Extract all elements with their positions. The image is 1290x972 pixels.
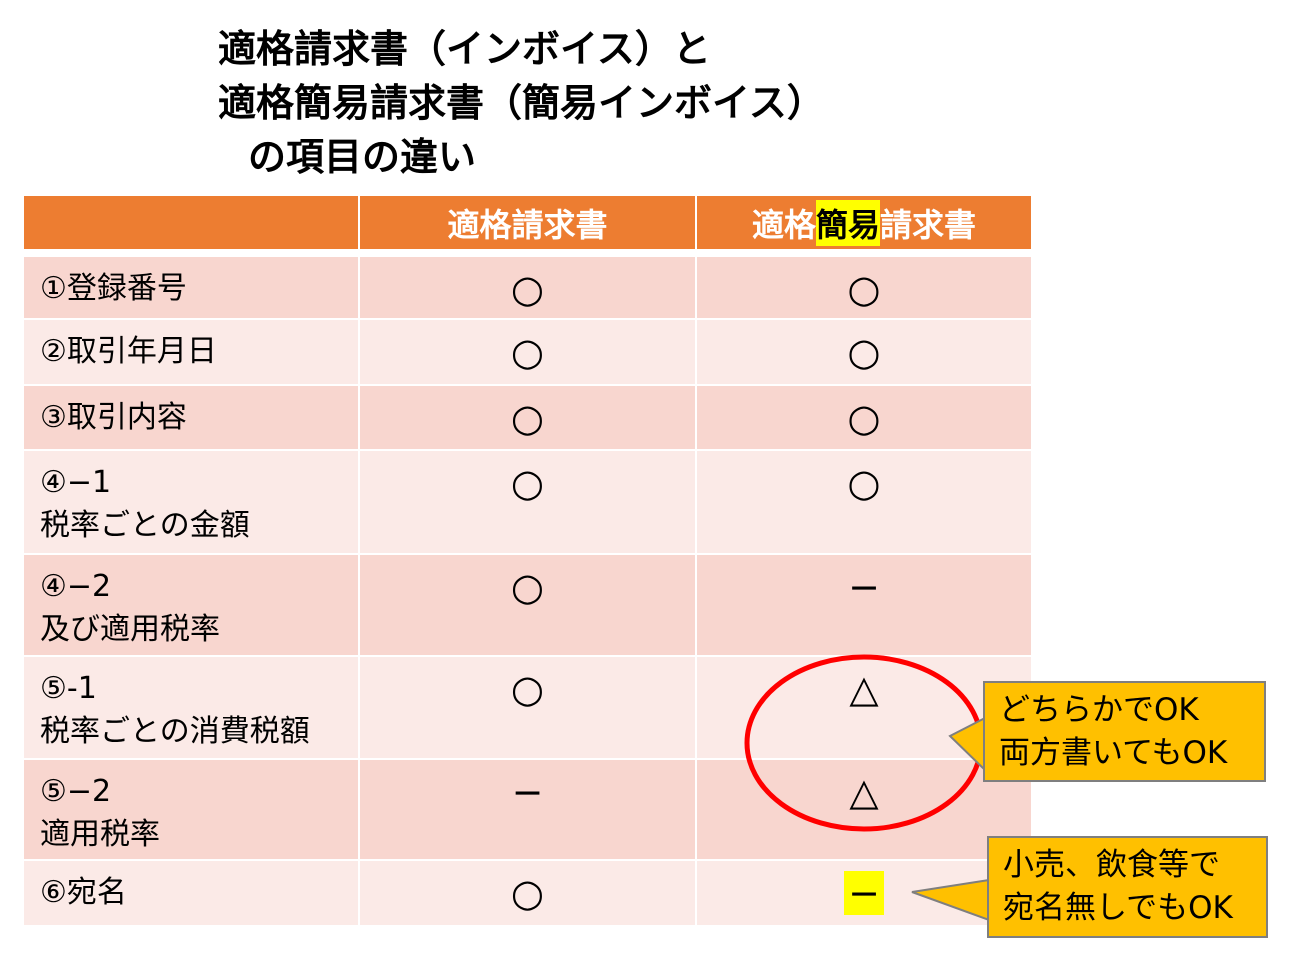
header-empty bbox=[24, 196, 358, 249]
header-qualified: 適格請求書 bbox=[360, 196, 695, 249]
qualified-mark-symbol: ○ bbox=[510, 871, 545, 915]
title-line-2: 適格簡易請求書（簡易インボイス） bbox=[218, 81, 825, 125]
row-label: ⑥宛名 bbox=[24, 861, 358, 925]
simplified-mark-symbol: − bbox=[848, 565, 880, 609]
simplified-mark-symbol: ○ bbox=[847, 267, 881, 311]
row-label-line-1: ④−1 bbox=[40, 465, 112, 500]
qualified-mark-symbol: ○ bbox=[510, 667, 545, 711]
row-label: ⑤−2 適用税率 bbox=[24, 760, 358, 859]
qualified-mark: ○ bbox=[360, 386, 695, 449]
callout-2-line-2: 宛名無しでもOK bbox=[1003, 890, 1233, 926]
qualified-mark-symbol: ○ bbox=[510, 330, 545, 374]
qualified-mark-symbol: ○ bbox=[510, 396, 545, 440]
callout-no-addressee: 小売、飲食等で 宛名無しでもOK bbox=[987, 836, 1268, 938]
simplified-mark-symbol: △ bbox=[849, 770, 879, 814]
row-label-line-1: ⑤−2 bbox=[40, 774, 112, 809]
callout-2-pointer bbox=[911, 878, 990, 922]
row-label-line-1: ②取引年月日 bbox=[40, 334, 217, 369]
qualified-mark-symbol: − bbox=[511, 770, 544, 814]
header-qualified-label: 適格請求書 bbox=[447, 205, 608, 244]
simplified-mark: ○ bbox=[697, 320, 1031, 384]
simplified-mark-symbol: △ bbox=[849, 667, 879, 711]
row-label: ⑤-1 税率ごとの消費税額 bbox=[24, 657, 358, 758]
row-label-line-1: ③取引内容 bbox=[40, 400, 187, 435]
qualified-mark-symbol: ○ bbox=[510, 461, 545, 505]
header-simplified: 適格 簡易 請求書 bbox=[697, 196, 1031, 249]
row-label: ④−2 及び適用税率 bbox=[24, 555, 358, 655]
callout-1-line-1: どちらかでOK bbox=[999, 692, 1199, 728]
simplified-mark-symbol: ○ bbox=[847, 396, 881, 440]
title-line-3: の項目の違い bbox=[248, 135, 477, 179]
simplified-mark: △ bbox=[697, 760, 1031, 859]
row-label: ③取引内容 bbox=[24, 386, 358, 449]
row-label-line-1: ⑥宛名 bbox=[40, 875, 127, 910]
callout-either-ok: どちらかでOK 両方書いてもOK bbox=[983, 681, 1266, 782]
qualified-mark: ○ bbox=[360, 657, 695, 758]
qualified-mark: − bbox=[360, 760, 695, 859]
row-label: ④−1 税率ごとの金額 bbox=[24, 451, 358, 553]
simplified-mark: ○ bbox=[697, 451, 1031, 553]
simplified-mark: ○ bbox=[697, 257, 1031, 318]
callout-2-line-1: 小売、飲食等で bbox=[1003, 847, 1220, 883]
row-label-line-2: 及び適用税率 bbox=[40, 612, 220, 647]
qualified-mark: ○ bbox=[360, 257, 695, 318]
row-label-line-1: ⑤-1 bbox=[40, 671, 97, 706]
row-label-line-2: 税率ごとの金額 bbox=[40, 508, 250, 543]
simplified-mark-symbol: ○ bbox=[847, 330, 881, 374]
row-label-line-1: ④−2 bbox=[40, 569, 112, 604]
page-title: 適格請求書（インボイス）と 適格簡易請求書（簡易インボイス） の項目の違い bbox=[218, 22, 825, 184]
qualified-mark: ○ bbox=[360, 320, 695, 384]
qualified-mark-symbol: ○ bbox=[510, 565, 545, 609]
highlight-ellipse bbox=[744, 654, 984, 832]
row-label-line-2: 適用税率 bbox=[40, 817, 160, 852]
qualified-mark-symbol: ○ bbox=[510, 267, 545, 311]
row-label-line-2: 税率ごとの消費税額 bbox=[40, 714, 310, 749]
qualified-mark: ○ bbox=[360, 861, 695, 925]
callout-1-pointer bbox=[948, 716, 986, 773]
qualified-mark: ○ bbox=[360, 555, 695, 655]
row-label-line-1: ①登録番号 bbox=[40, 271, 187, 306]
header-simplified-pre: 適格 bbox=[751, 205, 816, 244]
row-label: ①登録番号 bbox=[24, 257, 358, 318]
header-simplified-post: 請求書 bbox=[880, 205, 977, 244]
callout-1-line-2: 両方書いてもOK bbox=[999, 735, 1228, 771]
simplified-mark-symbol: ○ bbox=[847, 461, 881, 505]
row-label: ②取引年月日 bbox=[24, 320, 358, 384]
title-line-1: 適格請求書（インボイス）と bbox=[218, 27, 711, 71]
simplified-mark: − bbox=[697, 555, 1031, 655]
qualified-mark: ○ bbox=[360, 451, 695, 553]
header-simplified-highlight: 簡易 bbox=[815, 199, 880, 246]
simplified-mark-symbol: − bbox=[844, 871, 884, 915]
simplified-mark: ○ bbox=[697, 386, 1031, 449]
